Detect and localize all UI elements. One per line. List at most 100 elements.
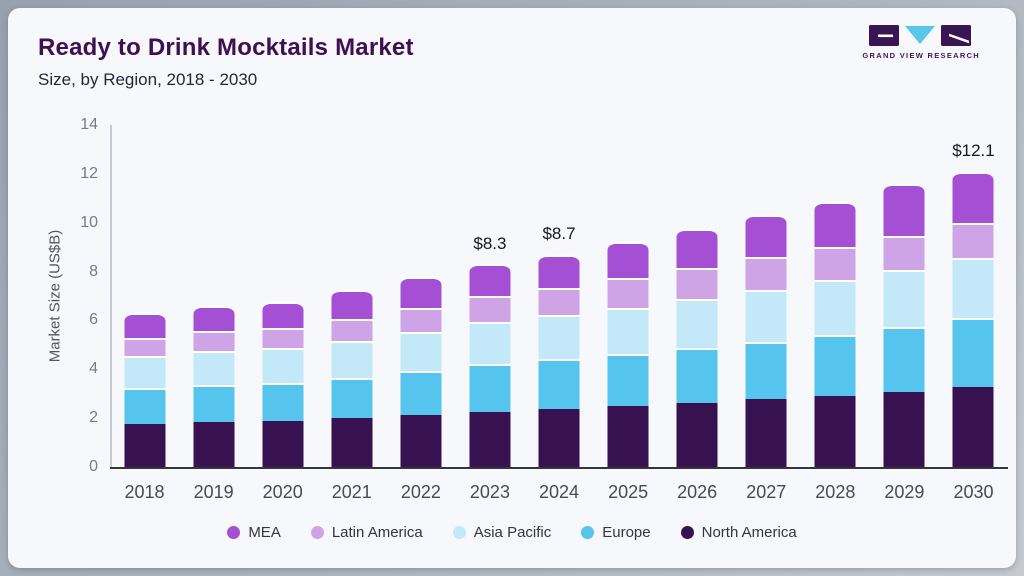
- segment-north-america-2025: [607, 405, 649, 467]
- bar-column-2028: [801, 125, 870, 467]
- x-tick-2022: 2022: [400, 482, 441, 502]
- segment-asia-pacific-2030: [952, 257, 994, 319]
- legend-item-north-america: North America: [680, 524, 797, 541]
- segment-mea-2019: [193, 305, 235, 332]
- x-tick-2024: 2024: [538, 482, 580, 502]
- segment-mea-2023: [469, 264, 511, 296]
- segment-north-america-2030: [952, 386, 994, 467]
- segment-latin-america-2023: [469, 295, 511, 323]
- segment-asia-pacific-2026: [676, 299, 718, 349]
- y-axis-title: Market Size (US$B): [46, 229, 64, 363]
- segment-latin-america-2029: [883, 235, 925, 270]
- segment-latin-america-2030: [952, 223, 994, 258]
- bar-column-2025: [594, 125, 663, 467]
- segment-asia-pacific-2023: [469, 322, 511, 365]
- gvr-logo-icon: [869, 25, 972, 46]
- segment-latin-america-2028: [814, 246, 856, 281]
- segment-north-america-2028: [814, 395, 856, 467]
- segment-mea-2020: [262, 302, 304, 329]
- plot-area: $8.3 $8.7 $12.1: [110, 125, 1008, 467]
- y-tick-8: 8: [89, 262, 98, 280]
- page-subtitle: Size, by Region, 2018 - 2030: [38, 70, 258, 89]
- legend-label: North America: [701, 524, 797, 541]
- segment-mea-2024: [538, 254, 580, 288]
- y-tick-12: 12: [80, 164, 98, 182]
- bar-column-2024: $8.7: [524, 125, 593, 467]
- bar-column-2021: [317, 125, 386, 467]
- segment-latin-america-2026: [676, 267, 718, 300]
- segment-north-america-2022: [400, 414, 442, 467]
- segment-asia-pacific-2029: [883, 269, 925, 327]
- y-axis-line: [110, 125, 112, 469]
- segment-asia-pacific-2021: [331, 341, 373, 378]
- y-tick-2: 2: [89, 409, 98, 427]
- segment-asia-pacific-2020: [262, 348, 304, 383]
- legend-item-mea: MEA: [227, 524, 281, 541]
- bar-2024: [538, 254, 580, 467]
- segment-mea-2018: [124, 313, 166, 338]
- segment-asia-pacific-2019: [193, 350, 235, 385]
- legend-label: Europe: [602, 524, 651, 541]
- segment-latin-america-2027: [745, 257, 787, 291]
- segment-mea-2026: [676, 228, 718, 268]
- segment-europe-2021: [331, 377, 373, 419]
- x-tick-2018: 2018: [124, 482, 165, 502]
- segment-europe-2026: [676, 348, 718, 403]
- bar-column-2029: [870, 125, 939, 467]
- value-label-2030: $12.1: [952, 141, 995, 161]
- segment-mea-2029: [883, 184, 925, 236]
- bar-2023: [469, 264, 511, 467]
- x-axis-labels: 2018 2019 2020 2021 2022 2023 2024 2025 2026 2027…: [110, 482, 1008, 503]
- segment-europe-2027: [745, 341, 787, 400]
- segment-latin-america-2019: [193, 331, 235, 351]
- x-tick-2023: 2023: [469, 482, 510, 502]
- x-tick-2027: 2027: [746, 482, 787, 502]
- segment-asia-pacific-2028: [814, 280, 856, 335]
- segment-asia-pacific-2025: [607, 307, 649, 354]
- x-tick-2021: 2021: [331, 482, 372, 502]
- value-label-2023: $8.3: [473, 234, 507, 254]
- y-tick-4: 4: [89, 360, 98, 378]
- legend-label: Latin America: [331, 524, 423, 541]
- segment-asia-pacific-2024: [538, 315, 580, 360]
- segment-north-america-2026: [676, 402, 718, 467]
- segment-mea-2028: [814, 202, 856, 247]
- segment-europe-2029: [883, 327, 925, 392]
- segment-europe-2019: [193, 384, 235, 422]
- segment-europe-2028: [814, 334, 856, 396]
- y-tick-0: 0: [89, 458, 98, 475]
- gvr-logo-text: GRAND VIEW RESEARCH: [862, 51, 980, 60]
- segment-mea-2021: [331, 289, 373, 319]
- legend-dot-asia-pacific: [452, 526, 466, 539]
- legend-dot-latin-america: [310, 526, 324, 539]
- y-tick-6: 6: [89, 311, 98, 329]
- bar-column-2030: $12.1: [939, 125, 1008, 467]
- y-tick-14: 14: [80, 116, 98, 133]
- segment-mea-2025: [607, 242, 649, 279]
- bar-2025: [607, 242, 649, 467]
- segment-north-america-2027: [745, 399, 787, 467]
- x-tick-2030: 2030: [953, 482, 994, 502]
- legend-dot-europe: [581, 526, 595, 539]
- bar-column-2018: [110, 125, 179, 467]
- segment-europe-2024: [538, 359, 580, 409]
- segment-asia-pacific-2027: [745, 290, 787, 342]
- segment-latin-america-2024: [538, 287, 580, 316]
- value-label-2024: $8.7: [542, 224, 576, 244]
- legend: MEA Latin America Asia Pacific Europe North …: [16, 524, 1008, 541]
- bar-2029: [883, 184, 925, 467]
- segment-europe-2018: [124, 388, 166, 424]
- segment-mea-2027: [745, 215, 787, 258]
- chart-card: Ready to Drink Mocktails Market Size, by…: [8, 8, 1016, 568]
- bar-column-2022: [386, 125, 455, 467]
- legend-dot-mea: [227, 526, 241, 539]
- x-tick-2026: 2026: [677, 482, 718, 502]
- legend-label: MEA: [248, 524, 281, 541]
- segment-europe-2030: [952, 318, 994, 387]
- bar-2026: [676, 228, 718, 467]
- segment-europe-2023: [469, 364, 511, 412]
- segment-asia-pacific-2022: [400, 331, 442, 372]
- bar-column-2027: [732, 125, 801, 467]
- bar-column-2026: [663, 125, 732, 467]
